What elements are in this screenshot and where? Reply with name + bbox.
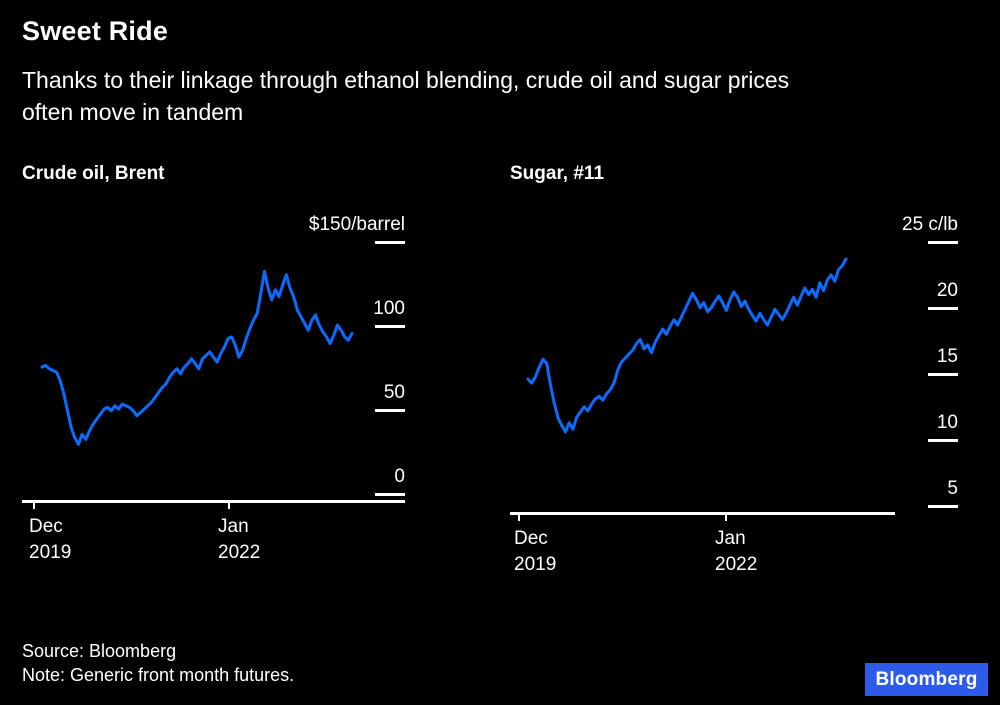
y-axis-label: 0	[394, 466, 405, 487]
x-axis-label: Dec 2019	[514, 528, 557, 575]
x-axis-label: Jan 2022	[218, 516, 261, 563]
y-axis-tick-dash	[928, 373, 958, 376]
subtitle-line-1: Thanks to their linkage through ethanol …	[22, 67, 790, 93]
page-title: Sweet Ride	[22, 16, 169, 46]
y-axis-label: 25 c/lb	[902, 214, 958, 235]
page-subtitle: Thanks to their linkage through ethanol …	[22, 64, 789, 128]
crude-oil-line-chart	[40, 269, 354, 446]
chart-panel-crude-oil: Crude oil, Brent $150/barrel 100 50 0 De…	[0, 163, 480, 590]
y-axis-label: $150/barrel	[308, 214, 405, 235]
x-axis-label: Jan 2022	[715, 528, 758, 575]
y-axis-tick-dash	[375, 409, 405, 412]
y-axis-label: 100	[373, 298, 405, 319]
y-axis-tick-dash	[375, 325, 405, 328]
bloomberg-logo-badge: Bloomberg	[865, 663, 988, 696]
chart-panel-sugar: Sugar, #11 25 c/lb 20 15 10 5 Dec 2019 J…	[488, 163, 1000, 590]
x-axis-line	[22, 500, 405, 503]
y-axis-tick-dash	[928, 307, 958, 310]
x-axis-tick	[33, 500, 35, 509]
x-axis-label: Dec 2019	[29, 516, 72, 563]
x-axis-tick	[228, 500, 230, 509]
x-axis-line	[510, 512, 895, 515]
chart-title-crude-oil: Crude oil, Brent	[22, 163, 165, 184]
y-axis-label: 20	[936, 280, 958, 301]
y-axis-tick-dash	[375, 493, 405, 496]
sugar-line-chart	[526, 257, 848, 434]
y-axis-label: 50	[383, 382, 405, 403]
footer-note: Note: Generic front month futures.	[22, 665, 295, 685]
x-axis-tick	[725, 512, 727, 521]
y-axis-tick-dash	[928, 439, 958, 442]
y-axis-label: 10	[936, 412, 958, 433]
y-axis-label: 5	[947, 478, 958, 499]
subtitle-line-2: often move in tandem	[22, 99, 244, 125]
x-axis-tick	[518, 512, 520, 521]
footer-source: Source: Bloomberg	[22, 641, 177, 661]
y-axis-tick-dash	[928, 505, 958, 508]
chart-title-sugar: Sugar, #11	[510, 163, 605, 184]
y-axis-tick-dash	[928, 241, 958, 244]
y-axis-tick-dash	[375, 241, 405, 244]
bloomberg-logo-text: Bloomberg	[875, 668, 978, 690]
y-axis-label: 15	[936, 346, 958, 367]
